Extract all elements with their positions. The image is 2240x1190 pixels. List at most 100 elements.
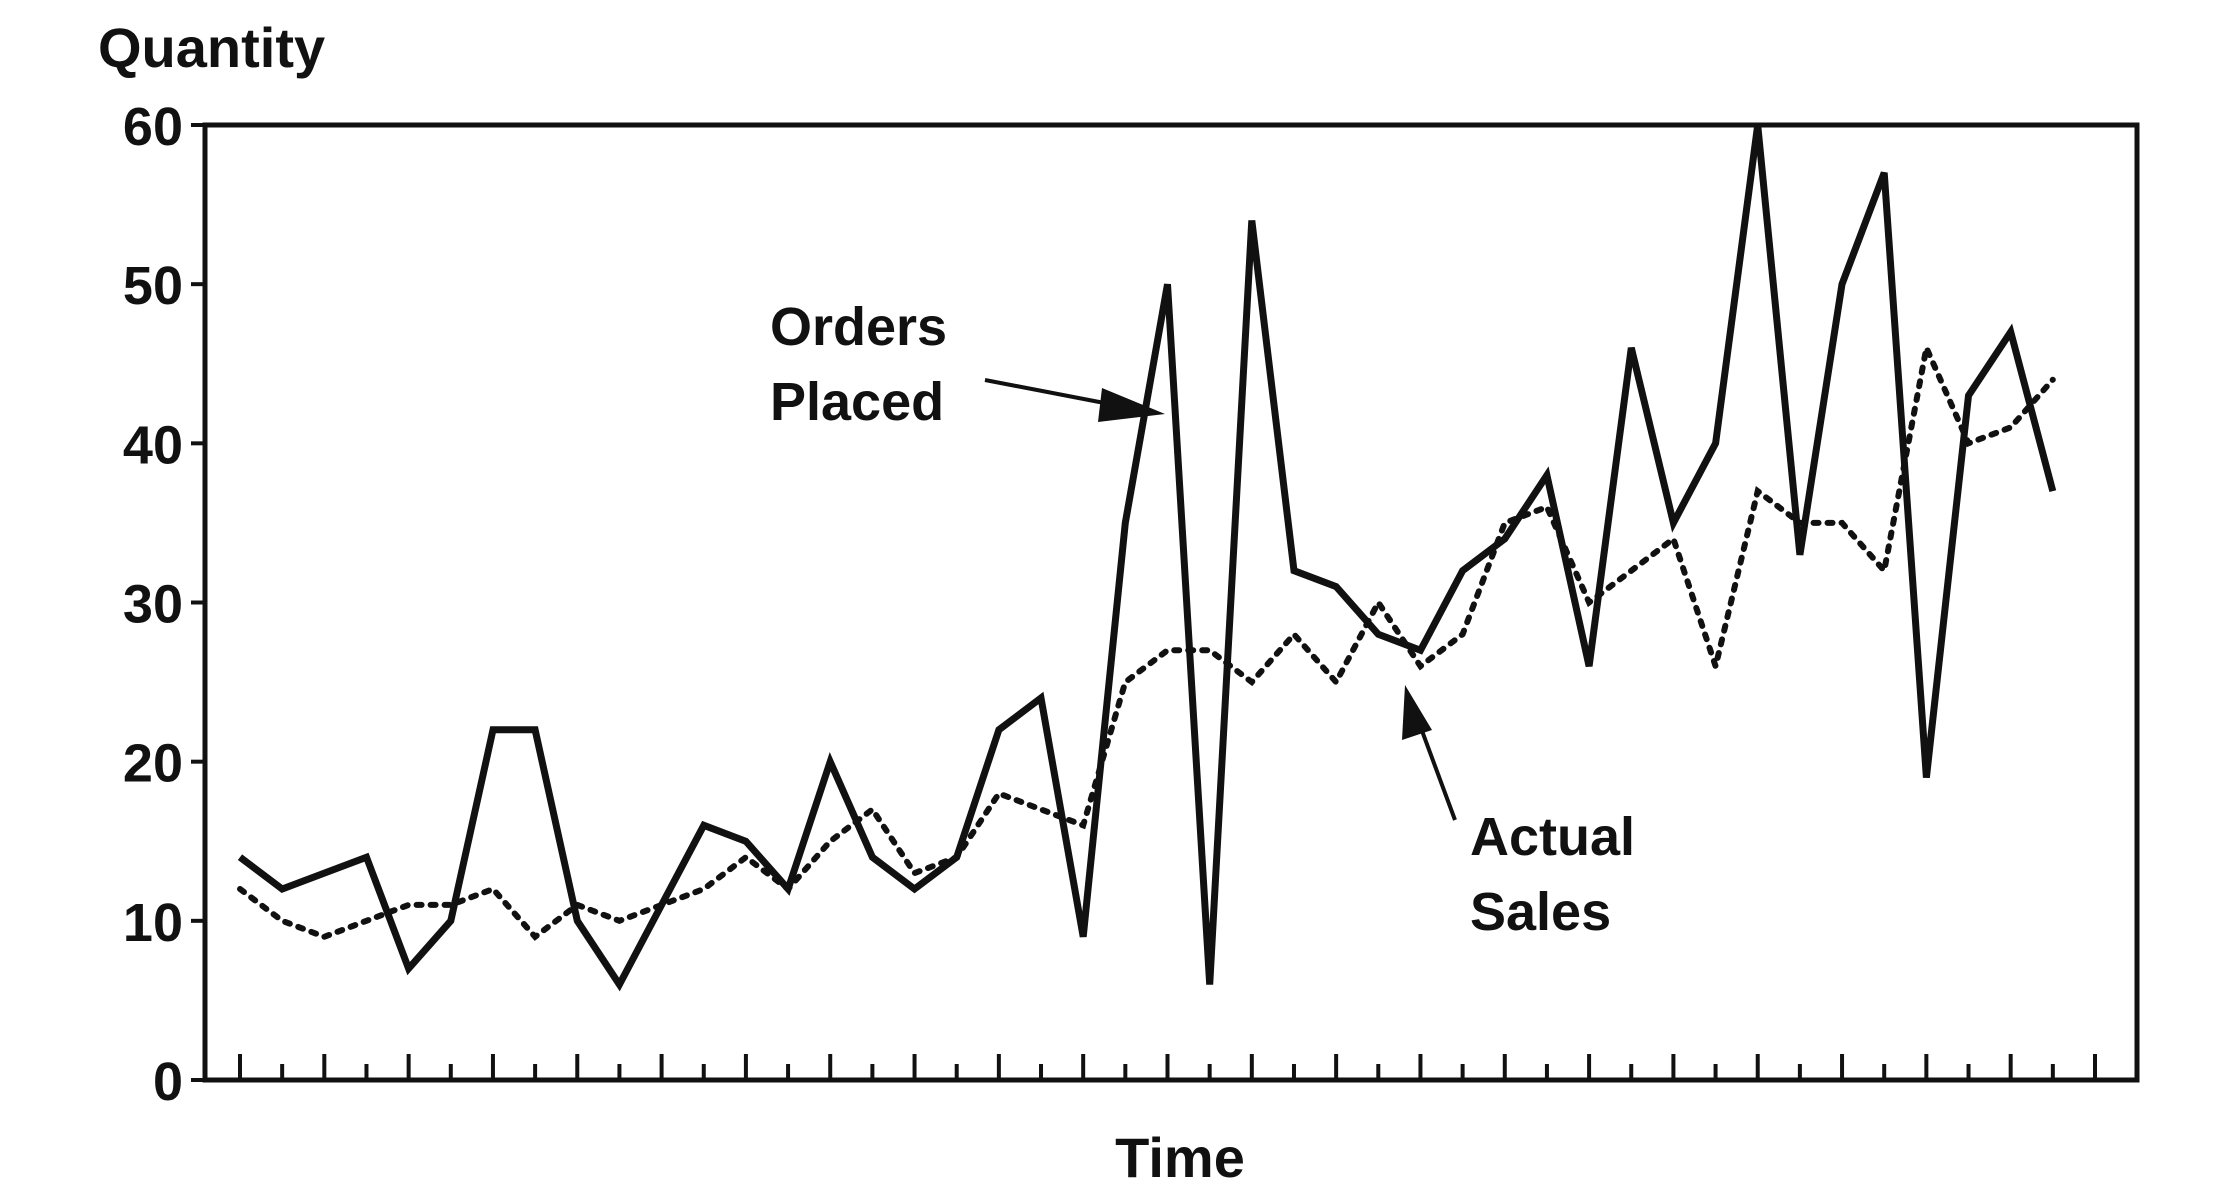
data-point (534, 729, 536, 731)
data-point (1420, 650, 1422, 652)
data-point (1631, 347, 1633, 349)
annotation-sales-label-line1: Actual (1470, 807, 1635, 867)
data-point (1883, 570, 1885, 572)
data-point (577, 904, 579, 906)
data-point (914, 888, 916, 890)
data-point (1799, 522, 1801, 524)
data-point (1841, 283, 1843, 285)
data-point (1504, 538, 1506, 540)
data-point (1926, 347, 1928, 349)
y-axis-label: Quantity (98, 16, 325, 79)
data-point (1209, 984, 1211, 986)
data-point (829, 841, 831, 843)
data-point (619, 984, 621, 986)
data-point (1378, 634, 1380, 636)
data-point (2052, 379, 2054, 381)
data-point (366, 920, 368, 922)
data-point (998, 729, 1000, 731)
data-point (1335, 681, 1337, 683)
y-tick-label: 40 (123, 415, 183, 475)
x-axis-label: Time (1115, 1126, 1245, 1189)
data-point (1504, 522, 1506, 524)
data-point (1841, 522, 1843, 524)
data-point (1082, 936, 1084, 938)
data-point (1420, 665, 1422, 667)
annotation-sales-arrow-line (1416, 719, 1457, 821)
data-point (239, 888, 241, 890)
annotation-sales-label-line2: Sales (1470, 882, 1611, 942)
series-actual-sales (237, 337, 2056, 941)
data-point (324, 936, 326, 938)
data-point (619, 920, 621, 922)
annotation-actual-sales: Actual Sales (1402, 685, 1635, 942)
data-point (2010, 427, 2012, 429)
annotation-orders-placed: Orders Placed (770, 297, 1165, 432)
data-point (914, 872, 916, 874)
data-point (450, 920, 452, 922)
data-point (1125, 522, 1127, 524)
y-axis-ticks: 0 10 20 30 40 50 60 (123, 97, 205, 1112)
data-point (1462, 570, 1464, 572)
data-point (1673, 522, 1675, 524)
data-point (1631, 570, 1633, 572)
data-point (1968, 443, 1970, 445)
data-point (998, 793, 1000, 795)
y-tick-label: 50 (123, 256, 183, 316)
data-point (577, 920, 579, 922)
annotation-orders-label-line1: Orders (770, 297, 947, 357)
data-point (492, 729, 494, 731)
data-point (2010, 331, 2012, 333)
data-point (745, 841, 747, 843)
series-orders-placed (237, 124, 2057, 992)
data-point (661, 904, 663, 906)
series-line (237, 337, 2056, 941)
data-point (366, 856, 368, 858)
data-point (956, 856, 958, 858)
x-axis-ticks (238, 1054, 2097, 1080)
annotation-orders-arrow-head (1098, 388, 1165, 422)
data-point (1167, 650, 1169, 652)
y-tick-label: 10 (123, 893, 183, 953)
data-point (745, 856, 747, 858)
data-point (450, 904, 452, 906)
data-point (1673, 538, 1675, 540)
annotation-orders-label-line2: Placed (770, 372, 944, 432)
data-point (239, 856, 241, 858)
data-point (1757, 124, 1759, 126)
data-point (1251, 220, 1253, 222)
y-tick-label: 30 (123, 575, 183, 635)
data-point (1546, 474, 1548, 476)
annotation-sales-arrow-head (1402, 685, 1432, 740)
data-point (829, 761, 831, 763)
data-point (408, 904, 410, 906)
data-point (787, 888, 789, 890)
data-point (872, 856, 874, 858)
data-point (1293, 634, 1295, 636)
y-tick-label: 0 (153, 1052, 183, 1112)
data-point (1588, 665, 1590, 667)
annotation-orders-arrow-line (984, 378, 1121, 408)
data-point (1378, 602, 1380, 604)
data-point (492, 888, 494, 890)
data-point (1167, 283, 1169, 285)
y-tick-label: 20 (123, 734, 183, 794)
data-point (1335, 586, 1337, 588)
data-point (1883, 172, 1885, 174)
y-tick-label: 60 (123, 97, 183, 157)
data-point (1968, 395, 1970, 397)
data-point (1715, 665, 1717, 667)
data-point (1757, 490, 1759, 492)
data-point (703, 825, 705, 827)
data-point (1251, 681, 1253, 683)
data-point (1715, 443, 1717, 445)
data-point (1799, 554, 1801, 556)
data-point (1209, 650, 1211, 652)
data-point (1082, 825, 1084, 827)
data-point (534, 936, 536, 938)
data-point (281, 920, 283, 922)
data-point (1926, 777, 1928, 779)
data-point (408, 968, 410, 970)
data-point (1040, 697, 1042, 699)
data-point (1462, 634, 1464, 636)
